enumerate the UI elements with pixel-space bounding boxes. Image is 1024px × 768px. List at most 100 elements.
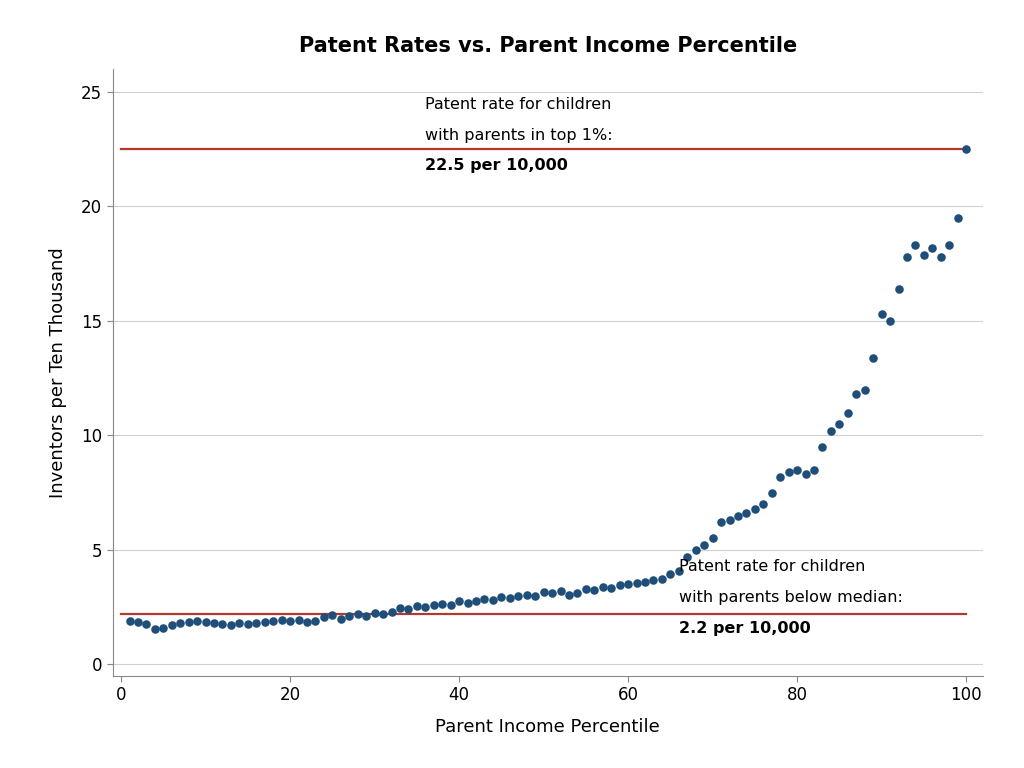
Point bbox=[375, 608, 391, 621]
Point bbox=[957, 143, 974, 155]
Point bbox=[180, 616, 197, 628]
Point bbox=[569, 588, 586, 600]
Point bbox=[510, 590, 526, 602]
Point bbox=[476, 593, 493, 605]
Point bbox=[451, 595, 467, 607]
Point bbox=[924, 242, 940, 254]
Text: 2.2 per 10,000: 2.2 per 10,000 bbox=[679, 621, 811, 636]
Point bbox=[653, 572, 670, 584]
Point bbox=[257, 616, 273, 628]
Point bbox=[721, 514, 737, 526]
Point bbox=[325, 609, 341, 621]
Point bbox=[417, 601, 433, 614]
Text: Patent rate for children: Patent rate for children bbox=[679, 559, 865, 574]
Point bbox=[122, 614, 138, 627]
Point bbox=[409, 600, 425, 612]
Point bbox=[915, 248, 932, 260]
Point bbox=[315, 611, 332, 624]
Point bbox=[671, 564, 687, 577]
Point bbox=[806, 464, 822, 476]
Point bbox=[265, 614, 282, 627]
Point bbox=[772, 471, 788, 483]
Point bbox=[527, 590, 544, 602]
Point bbox=[341, 610, 357, 622]
Point bbox=[206, 617, 222, 629]
Point bbox=[231, 617, 248, 629]
Point bbox=[788, 464, 805, 476]
Point bbox=[502, 592, 518, 604]
Point bbox=[746, 502, 763, 515]
Point bbox=[941, 240, 957, 252]
Point bbox=[164, 619, 180, 631]
Point bbox=[544, 588, 560, 600]
Point bbox=[442, 599, 459, 611]
X-axis label: Parent Income Percentile: Parent Income Percentile bbox=[435, 718, 660, 737]
Point bbox=[468, 595, 484, 607]
Point bbox=[518, 588, 535, 601]
Point bbox=[907, 240, 924, 252]
Point bbox=[933, 250, 949, 263]
Point bbox=[240, 618, 256, 631]
Point bbox=[156, 621, 172, 634]
Point bbox=[637, 576, 653, 588]
Point bbox=[679, 551, 695, 563]
Point bbox=[848, 388, 864, 400]
Point bbox=[299, 616, 315, 628]
Point bbox=[172, 617, 188, 629]
Point bbox=[663, 568, 679, 580]
Point bbox=[620, 578, 636, 591]
Point bbox=[949, 212, 966, 224]
Point bbox=[198, 616, 214, 628]
Point bbox=[494, 591, 510, 603]
Point bbox=[383, 606, 399, 618]
Point bbox=[552, 585, 568, 598]
Point bbox=[831, 418, 848, 430]
Point bbox=[865, 352, 882, 364]
Point bbox=[349, 608, 366, 621]
Point bbox=[611, 579, 628, 591]
Point bbox=[400, 604, 417, 616]
Point bbox=[687, 544, 703, 556]
Point bbox=[291, 614, 307, 626]
Point bbox=[814, 441, 830, 453]
Point bbox=[392, 602, 409, 614]
Text: 22.5 per 10,000: 22.5 per 10,000 bbox=[425, 158, 568, 174]
Point bbox=[629, 577, 645, 589]
Point bbox=[130, 616, 146, 628]
Point bbox=[882, 315, 898, 327]
Point bbox=[822, 425, 839, 437]
Point bbox=[798, 468, 814, 481]
Title: Patent Rates vs. Parent Income Percentile: Patent Rates vs. Parent Income Percentil… bbox=[299, 36, 797, 57]
Point bbox=[586, 584, 602, 596]
Point bbox=[138, 618, 155, 631]
Point bbox=[764, 487, 780, 499]
Point bbox=[307, 614, 324, 627]
Point bbox=[705, 532, 721, 545]
Point bbox=[273, 614, 290, 626]
Point bbox=[426, 599, 442, 611]
Point bbox=[856, 383, 872, 396]
Point bbox=[214, 618, 230, 631]
Point bbox=[780, 466, 797, 478]
Point bbox=[248, 617, 264, 629]
Point bbox=[840, 406, 856, 419]
Point bbox=[645, 574, 662, 586]
Point bbox=[189, 614, 206, 627]
Text: Patent rate for children: Patent rate for children bbox=[425, 97, 611, 111]
Point bbox=[434, 598, 451, 610]
Point bbox=[536, 586, 552, 598]
Y-axis label: Inventors per Ten Thousand: Inventors per Ten Thousand bbox=[49, 247, 68, 498]
Text: with parents in top 1%:: with parents in top 1%: bbox=[425, 127, 613, 143]
Point bbox=[603, 581, 620, 594]
Point bbox=[484, 594, 501, 607]
Text: with parents below median:: with parents below median: bbox=[679, 590, 903, 605]
Point bbox=[899, 250, 915, 263]
Point bbox=[890, 283, 906, 295]
Point bbox=[561, 588, 578, 601]
Point bbox=[282, 614, 298, 627]
Point bbox=[460, 597, 476, 609]
Point bbox=[755, 498, 771, 510]
Point bbox=[595, 581, 611, 593]
Point bbox=[873, 308, 890, 320]
Point bbox=[333, 612, 349, 624]
